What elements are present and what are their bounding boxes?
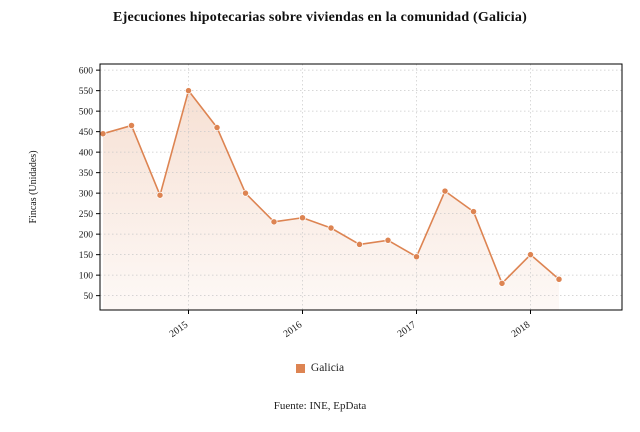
chart-title: Ejecuciones hipotecarias sobre viviendas… [113,10,527,25]
data-point [185,87,192,95]
data-point [356,240,363,248]
source-caption: Fuente: INE, EpData [273,400,367,412]
y-tick-label: 50 [84,292,94,302]
data-point [441,187,449,195]
y-tick-label: 550 [79,87,94,97]
data-point [327,224,335,232]
y-tick-label: 450 [79,128,94,138]
y-tick-label: 100 [79,271,94,281]
data-point [270,218,278,226]
x-tick-label: 2015 [168,319,191,339]
y-axis-label: Fincas (Unidades) [28,150,39,223]
x-tick-label: 2018 [510,319,533,339]
legend-swatch-icon [295,363,305,373]
data-point [527,251,534,259]
data-point [413,253,420,261]
legend: Galicia [0,362,640,374]
data-point [384,236,392,244]
data-point [242,189,249,197]
data-point [99,130,107,138]
data-point [156,191,164,199]
y-tick-label: 300 [79,189,94,199]
y-tick-label: 500 [79,107,94,117]
data-point [555,275,563,283]
data-point [498,279,506,287]
y-tick-label: 400 [79,148,94,158]
y-tick-label: 600 [79,66,94,76]
data-point [213,124,221,132]
x-tick-label: 2016 [282,319,305,339]
line-chart: 50 100 150 200 250 300 350 400 450 500 550 600 2015 2… [28,63,623,340]
y-tick-label: 150 [79,251,94,261]
data-point [470,208,477,216]
x-tick-label: 2017 [396,319,419,339]
data-point [128,122,135,129]
y-tick-label: 250 [79,210,94,220]
data-point [299,214,306,222]
area-fill [103,90,559,311]
y-tick-label: 350 [79,169,94,179]
legend-label: Galicia [310,362,345,374]
plot-border [99,63,623,311]
y-tick-label: 200 [79,230,94,240]
